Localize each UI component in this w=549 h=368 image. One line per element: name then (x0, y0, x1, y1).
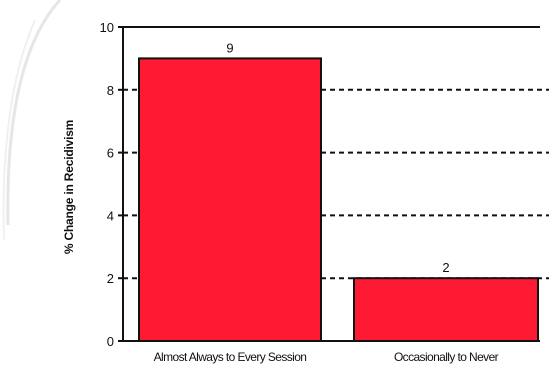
y-tick-label: 0 (107, 334, 114, 349)
bars (138, 57, 539, 343)
decor-arc (2, 19, 36, 241)
x-tick-labels: Almost Always to Every Session Occasional… (154, 350, 500, 364)
data-label: 2 (442, 260, 449, 275)
bar (353, 277, 539, 343)
y-tick-label: 10 (100, 20, 114, 35)
x-tick-label: Almost Always to Every Session (154, 350, 307, 364)
bar (138, 57, 322, 343)
background-arc-decoration (2, 0, 62, 241)
y-axis-label: % Change in Recidivism (62, 120, 76, 254)
y-tick-label: 6 (107, 146, 114, 161)
y-tick-label: 8 (107, 83, 114, 98)
axes (118, 26, 540, 342)
y-tick-labels: 0 2 4 6 8 10 (100, 20, 114, 349)
decor-arc (6, 0, 62, 226)
data-label: 9 (226, 40, 233, 55)
y-tick-label: 4 (107, 208, 114, 223)
data-labels: 92 (226, 40, 449, 275)
x-tick-label: Occasionally to Never (394, 350, 499, 364)
y-tick-label: 2 (107, 271, 114, 286)
